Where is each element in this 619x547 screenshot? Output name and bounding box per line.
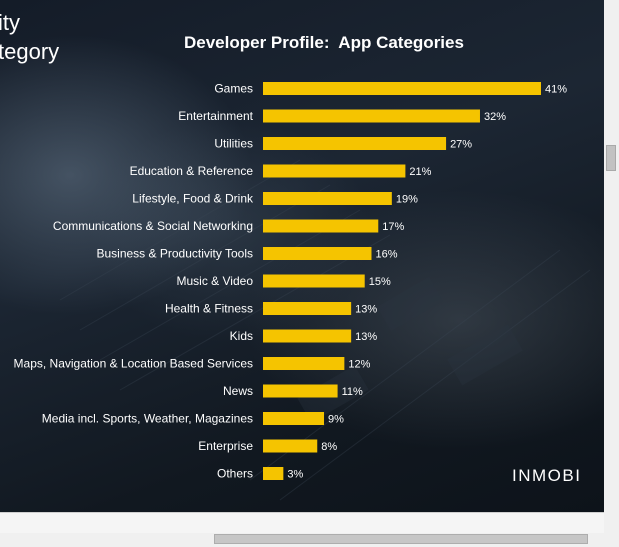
value-label: 41% [545,84,567,96]
category-label: News [223,384,253,398]
category-label: Games [214,82,253,96]
value-label: 19% [396,194,418,206]
category-label: Maps, Navigation & Location Based Servic… [14,357,253,371]
bar [263,357,345,370]
category-label: Media incl. Sports, Weather, Magazines [42,412,253,426]
bar [263,467,284,480]
inmobi-logo: INMOBI [512,466,582,485]
value-label: 15% [369,276,391,288]
partial-title-line-1: ity [0,10,20,35]
vertical-scrollbar-thumb[interactable] [606,145,616,171]
bar [263,439,318,453]
slide: ity tegory Developer Profile: App Catego… [0,0,604,512]
value-label: 13% [355,304,377,316]
category-label: Communications & Social Networking [53,219,253,233]
page-gap [0,512,604,533]
value-label: 9% [328,414,344,426]
category-label: Education & Reference [130,164,254,178]
bar [263,82,541,95]
bar [263,302,352,315]
value-label: 16% [375,249,397,261]
category-label: Others [217,467,253,481]
bar-chart: Games 41% Entertainment 32% Utilities 27% Educ… [14,82,568,481]
bar [263,247,372,260]
value-label: 21% [409,166,431,178]
bar [263,219,379,233]
value-label: 13% [355,331,377,343]
value-label: 27% [450,139,472,151]
slide-partial-title: ity tegory [0,8,59,66]
category-label: Health & Fitness [165,302,253,316]
value-label: 3% [287,469,303,481]
category-label: Business & Productivity Tools [96,247,253,261]
horizontal-scrollbar-thumb[interactable] [214,534,588,544]
value-label: 17% [382,221,404,233]
bar [263,192,392,205]
category-label: Entertainment [178,109,253,123]
bar [263,137,447,150]
bar [263,109,480,123]
value-label: 32% [484,111,506,123]
value-label: 12% [348,359,370,371]
value-label: 11% [342,386,363,398]
value-label: 8% [321,441,337,453]
bar [263,274,365,288]
bar [263,412,325,425]
keyboard-photo-background [59,159,591,501]
bar [263,384,338,398]
category-label: Lifestyle, Food & Drink [132,192,254,206]
category-label: Kids [230,329,253,343]
chart-title: Developer Profile: App Categories [184,33,464,52]
bar [263,164,406,178]
category-label: Enterprise [198,439,253,453]
vertical-scrollbar[interactable] [604,0,619,547]
category-label: Utilities [214,137,253,151]
bar [263,329,352,343]
partial-title-line-2: tegory [0,39,60,64]
category-label: Music & Video [177,274,254,288]
